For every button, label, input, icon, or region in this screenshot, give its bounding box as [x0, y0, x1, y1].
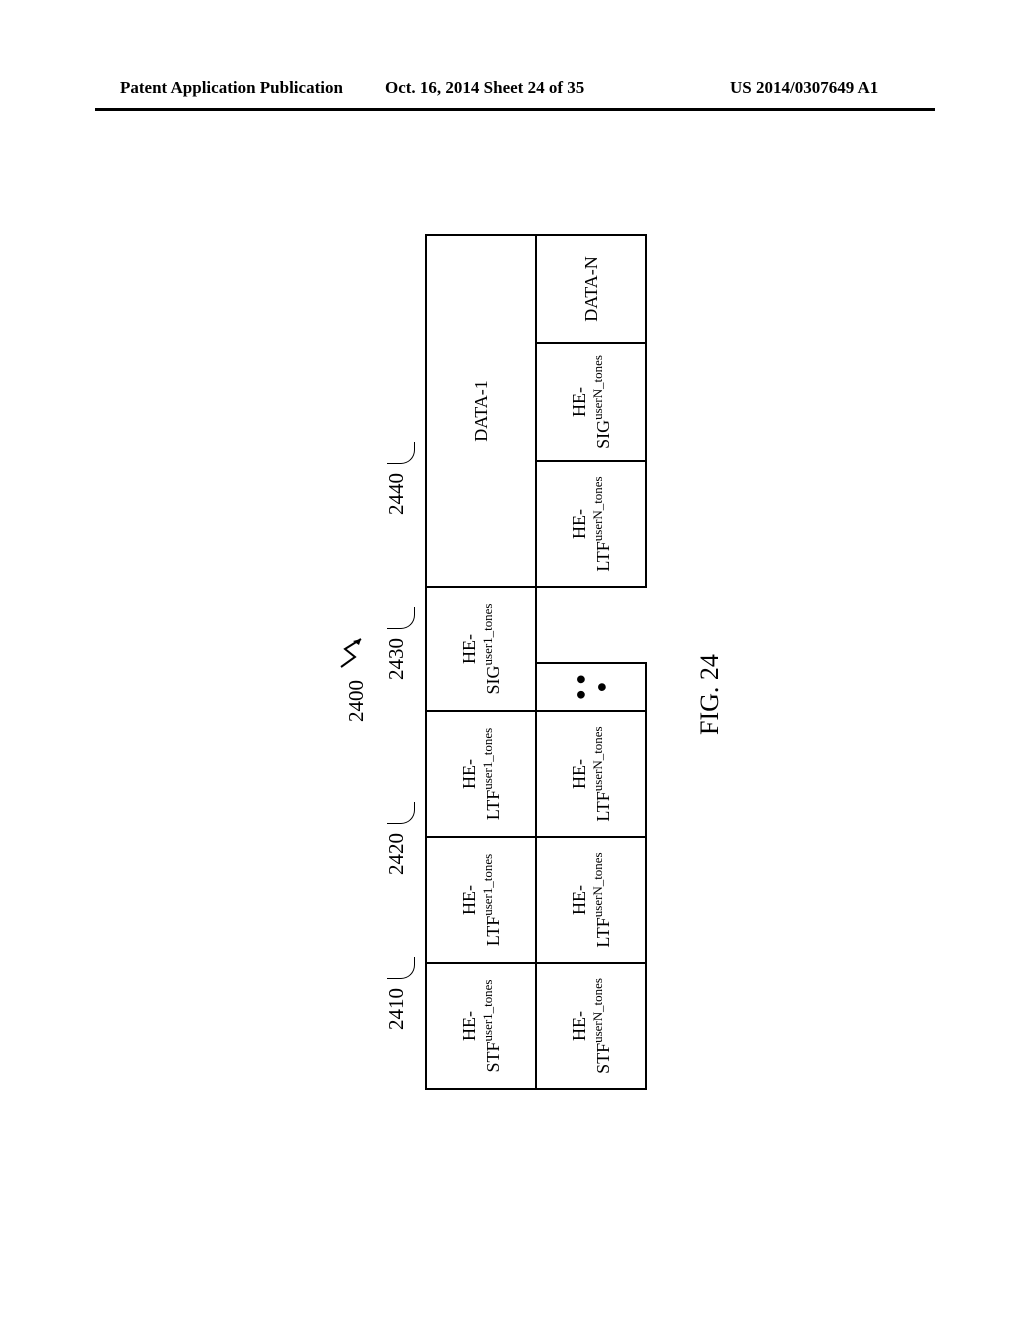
ellipsis-icon: ● ● ●: [570, 674, 611, 700]
cell-userN-ltf2: HE-LTFuserN_tones: [536, 711, 646, 837]
stf-sup: user1_tones: [480, 980, 495, 1042]
hook-icon: [387, 442, 415, 464]
ltfN2a-sup: userN_tones: [590, 726, 605, 791]
ref-2410-label: 2410: [384, 988, 408, 1030]
ref-2430-label: 2430: [384, 638, 408, 680]
cell-userN-ltfN: HE-LTFuserN_tones: [536, 461, 646, 587]
cell-userN-sig: HE-SIGuserN_tones: [536, 343, 646, 461]
header-middle: Oct. 16, 2014 Sheet 24 of 35: [385, 78, 584, 98]
header-rule: [95, 108, 935, 111]
ltf2-sup: user1_tones: [480, 728, 495, 790]
cell-user1-data: DATA-1: [426, 235, 536, 587]
ref-2440-label: 2440: [384, 473, 408, 515]
cell-ellipsis: ● ● ●: [536, 663, 646, 711]
figure-caption: FIG. 24: [695, 654, 725, 735]
sigN-sup: userN_tones: [590, 355, 605, 420]
ltf1-sup: user1_tones: [480, 854, 495, 916]
ref-2410: 2410: [384, 957, 412, 1030]
ref-2420: 2420: [384, 802, 412, 875]
cell-user1-sig: HE-SIGuser1_tones: [426, 587, 536, 711]
cell-user1-ltf2: HE-LTFuser1_tones: [426, 711, 536, 837]
ltfNN-sup: userN_tones: [590, 476, 605, 541]
sig-sup: user1_tones: [480, 604, 495, 666]
table-row: HE-STFuserN_tones HE-LTFuserN_tones HE-L…: [536, 235, 646, 1089]
stfN-sup: userN_tones: [590, 978, 605, 1043]
frame-diagram: 2400 2410 2420 2430 2440 HE-STFuser1_ton…: [297, 220, 727, 1100]
hook-icon: [387, 607, 415, 629]
zigzag-arrow-icon: [337, 629, 371, 669]
ref-2430: 2430: [384, 607, 412, 680]
cell-userN-data: DATA-N: [536, 235, 646, 343]
ref-2420-label: 2420: [384, 833, 408, 875]
cell-gap: [536, 587, 646, 663]
table-row: HE-STFuser1_tones HE-LTFuser1_tones HE-L…: [426, 235, 536, 1089]
ref-2400-label: 2400: [344, 680, 368, 722]
header-left: Patent Application Publication: [120, 78, 343, 98]
cell-user1-stf: HE-STFuser1_tones: [426, 963, 536, 1089]
cell-user1-ltf1: HE-LTFuser1_tones: [426, 837, 536, 963]
data1-label: DATA-1: [471, 380, 491, 442]
ref-2440: 2440: [384, 442, 412, 515]
frame-table: HE-STFuser1_tones HE-LTFuser1_tones HE-L…: [425, 234, 647, 1090]
ref-2400: 2400: [335, 629, 369, 722]
ltfN1a-sup: userN_tones: [590, 852, 605, 917]
dataN-label: DATA-N: [581, 256, 601, 322]
hook-icon: [387, 957, 415, 979]
cell-userN-ltf1: HE-LTFuserN_tones: [536, 837, 646, 963]
cell-userN-stf: HE-STFuserN_tones: [536, 963, 646, 1089]
hook-icon: [387, 802, 415, 824]
header-right: US 2014/0307649 A1: [730, 78, 878, 98]
